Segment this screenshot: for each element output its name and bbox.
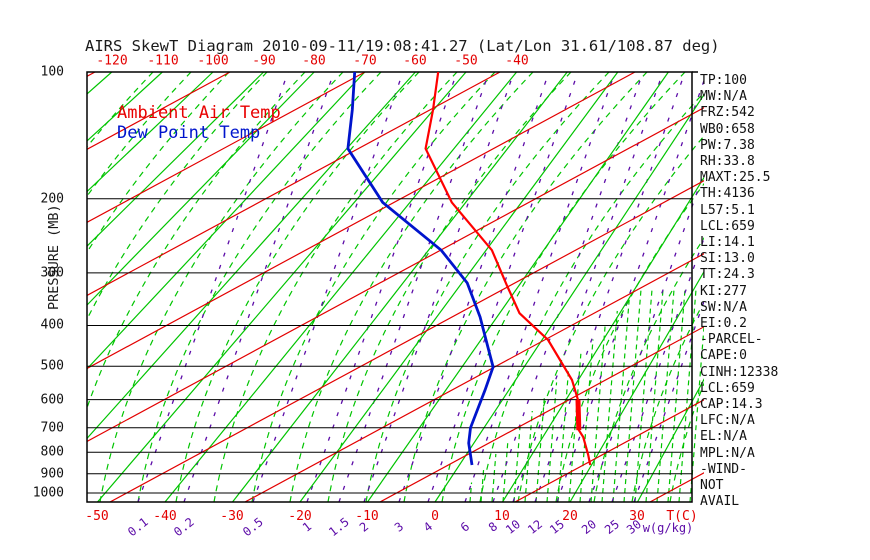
stat-line: PW:7.38 xyxy=(700,137,755,153)
stat-line: LCL:659 xyxy=(700,380,755,396)
stat-line: -WIND- xyxy=(700,461,747,477)
legend-dewpoint-label: Dew Point Temp xyxy=(117,123,261,143)
ambient-temp-thick-segment xyxy=(575,399,582,431)
bottom-temp-tick: 0 xyxy=(431,509,439,524)
bottom-temp-tick: -10 xyxy=(355,509,379,524)
pressure-tick: 800 xyxy=(40,444,64,460)
top-temp-tick: -80 xyxy=(302,53,326,69)
top-temp-tick: -120 xyxy=(96,53,128,69)
temp-unit-label: T(C) xyxy=(666,509,698,524)
stat-line: TP:100 xyxy=(700,73,747,88)
stat-line: MW:N/A xyxy=(700,89,747,105)
pressure-tick: 500 xyxy=(40,358,64,374)
stat-line: LCL:659 xyxy=(700,218,755,234)
stat-line: AVAIL xyxy=(700,494,740,510)
top-temp-tick: -40 xyxy=(505,53,529,69)
pressure-tick: 100 xyxy=(40,64,64,80)
bottom-temp-tick: -20 xyxy=(288,509,312,524)
stat-line: EL:N/A xyxy=(700,429,747,445)
pressure-tick: 300 xyxy=(40,265,64,281)
ambient-temp-profile-line xyxy=(424,72,592,466)
pressure-tick: 700 xyxy=(40,420,64,436)
top-temp-tick: -70 xyxy=(353,53,377,69)
stat-line: SW:N/A xyxy=(700,299,747,315)
plot-border xyxy=(86,71,693,503)
stat-line: WB0:658 xyxy=(700,121,755,137)
page-title: AIRS SkewT Diagram 2010-09-11/19:08:41.2… xyxy=(85,37,720,55)
stat-line: CAP:14.3 xyxy=(700,397,763,413)
top-temp-tick: -110 xyxy=(147,53,179,69)
legend-ambient-label: Ambient Air Temp xyxy=(117,103,281,123)
bottom-temp-tick: 10 xyxy=(494,509,510,524)
stat-line: MAXT:25.5 xyxy=(700,170,771,186)
stat-line: LFC:N/A xyxy=(700,413,755,429)
stat-line: NOT xyxy=(700,478,724,494)
bottom-temp-tick: -40 xyxy=(153,509,177,524)
pressure-tick: 400 xyxy=(40,317,64,333)
background-lines xyxy=(87,71,704,502)
stat-line: -PARCEL- xyxy=(700,332,763,348)
pressure-tick: 200 xyxy=(40,191,64,207)
top-temp-tick: -50 xyxy=(454,53,478,69)
bottom-temp-tick: -50 xyxy=(85,509,109,524)
stat-line: RH:33.8 xyxy=(700,154,755,170)
top-temp-tick: -60 xyxy=(403,53,427,69)
pressure-tick: 1000 xyxy=(32,485,64,501)
dewpoint-profile-line xyxy=(346,72,495,466)
moist-adiabat-lines xyxy=(87,71,704,502)
top-temp-tick: -90 xyxy=(252,53,276,69)
bottom-temp-tick: 20 xyxy=(562,509,578,524)
mixing-ratio-lines xyxy=(137,71,704,502)
stat-line: FRZ:542 xyxy=(700,105,755,121)
stat-line: KI:277 xyxy=(700,283,747,299)
pressure-axis-title: PRESSURE (MB) xyxy=(46,204,62,310)
stats-panel: TP:100 MW:N/A FRZ:542 WB0:658 PW:7.38 RH:33.8… xyxy=(700,73,778,510)
stat-line: L57:5.1 xyxy=(700,202,755,218)
ratio-unit-label: w(g/kg) xyxy=(642,521,694,535)
stat-line: CAPE:0 xyxy=(700,348,747,364)
pressure-tick: 900 xyxy=(40,466,64,482)
stat-line: SI:13.0 xyxy=(700,251,755,267)
bottom-temp-tick: -30 xyxy=(220,509,244,524)
top-temp-tick: -100 xyxy=(197,53,229,69)
stat-line: EI:0.2 xyxy=(700,316,747,332)
stat-line: LI:14.1 xyxy=(700,235,755,251)
stat-line: TH:4136 xyxy=(700,186,755,202)
stat-line: CINH:12338 xyxy=(700,364,779,380)
pressure-tick: 600 xyxy=(40,392,64,408)
isotherm-lines xyxy=(87,71,704,502)
stat-line: MPL:N/A xyxy=(700,445,755,461)
stat-line: TT:24.3 xyxy=(700,267,755,283)
bottom-temp-tick: 30 xyxy=(629,509,645,524)
